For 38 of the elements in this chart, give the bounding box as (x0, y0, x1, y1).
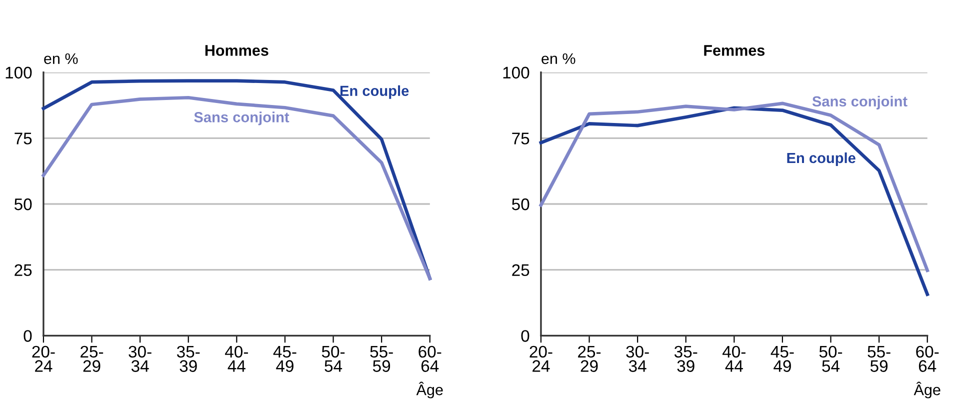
y-tick-label: 100 (503, 66, 530, 79)
series-label: En couple (340, 85, 409, 99)
x-tick-label: 20- 24 (530, 346, 552, 372)
series-label: En couple (787, 152, 856, 166)
y-tick-label: 75 (14, 132, 32, 144)
x-axis-title: Âge (416, 382, 443, 398)
x-tick-label: 25- 29 (80, 346, 104, 372)
x-tick-label: 45- 49 (770, 346, 794, 372)
x-tick-label: 20- 24 (32, 346, 55, 372)
y-axis-title: en % (542, 53, 576, 64)
x-tick-label: 25- 29 (578, 346, 601, 372)
x-axis-title: Âge (914, 382, 940, 398)
x-tick-label: 45- 49 (273, 346, 296, 372)
x-tick-label: 55- 59 (370, 346, 393, 372)
y-axis-title: en % (44, 53, 78, 64)
x-tick-label: 30- 34 (128, 346, 152, 372)
y-tick-label: 75 (512, 132, 530, 144)
series-label: Sans conjoint (194, 112, 290, 126)
y-tick-label: 0 (24, 330, 32, 342)
y-tick-label: 50 (14, 198, 32, 210)
chart-title: Femmes (704, 45, 765, 56)
x-tick-label: 35- 39 (674, 346, 698, 372)
x-tick-label: 60- 64 (418, 346, 442, 372)
y-tick-label: 25 (14, 264, 32, 276)
y-tick-label: 25 (512, 264, 530, 276)
x-tick-label: 40- 44 (225, 346, 248, 372)
x-tick-label: 50- 54 (819, 346, 842, 372)
x-tick-label: 35- 39 (176, 346, 200, 372)
x-tick-label: 60- 64 (916, 346, 939, 372)
x-tick-label: 55- 59 (868, 346, 890, 372)
x-tick-label: 50- 54 (322, 346, 345, 372)
x-tick-label: 30- 34 (626, 346, 649, 372)
chart-title: Hommes (205, 45, 268, 56)
y-tick-label: 100 (6, 66, 32, 79)
series-label: Sans conjoint (812, 96, 908, 110)
y-tick-label: 50 (512, 198, 530, 210)
y-tick-label: 0 (521, 330, 530, 342)
x-tick-label: 40- 44 (722, 346, 746, 372)
